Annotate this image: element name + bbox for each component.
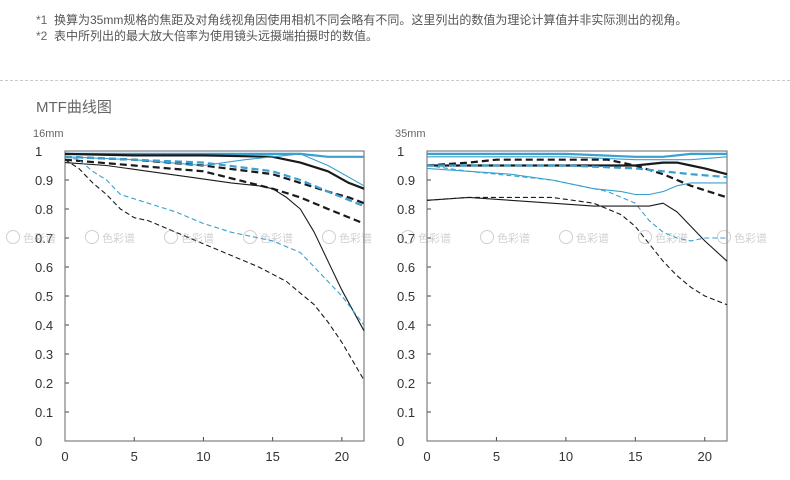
footnote-2-text: 表中所列出的最大放大倍率为使用镜头远摄端拍摄时的数值。 [54,29,379,43]
mtf-series-16mm-1 [65,152,364,158]
mtf-series-16mm-2 [64,152,365,190]
mtf-series-16mm-8 [64,156,365,326]
y-tick-label: 0.1 [397,405,415,420]
x-tick-label: 0 [61,449,68,464]
x-tick-label: 15 [628,449,642,464]
x-tick-label: 5 [131,449,138,464]
y-tick-label: 0.5 [397,289,415,304]
mtf-series-35mm-7 [426,164,727,242]
plot-frame [64,150,365,442]
y-tick-label: 0.6 [397,260,415,275]
y-tick-label: 0.2 [35,376,53,391]
y-tick-label: 0.3 [35,347,53,362]
mtf-series-35mm-8 [426,196,728,262]
plot-frame [426,150,728,442]
footnote-2-mark: *2 [36,29,48,43]
y-tick-label: 0.4 [35,318,53,333]
y-tick-label: 1 [397,144,404,159]
x-tick-label: 20 [335,449,349,464]
mtf-series-35mm-2 [427,156,728,161]
y-tick-label: 0.4 [397,318,415,333]
mtf-series-16mm-7 [64,162,365,332]
footnotes: *1 换算为35mm规格的焦距及对角线视角因使用相机不同会略有不同。这里列出的数… [36,12,766,44]
footnote-1: *1 换算为35mm规格的焦距及对角线视角因使用相机不同会略有不同。这里列出的数… [36,12,766,28]
mtf-series-35mm-6 [426,167,727,196]
y-tick-label: 0.1 [35,405,53,420]
x-tick-label: 20 [698,449,712,464]
y-tick-label: 0.8 [35,202,53,217]
mtf-series-35mm-4 [426,158,728,199]
section-divider [0,80,790,81]
mtf-series-35mm-5 [427,164,728,179]
y-tick-label: 0 [35,434,42,449]
y-tick-label: 0.9 [35,173,53,188]
y-tick-label: 0.6 [35,260,53,275]
y-tick-label: 0.9 [397,173,415,188]
x-tick-label: 0 [423,449,430,464]
y-tick-label: 0.8 [397,202,415,217]
mtf-series-16mm-5 [64,155,365,208]
chart-title-35mm: 35mm [395,128,426,140]
y-tick-label: 0.2 [397,376,415,391]
x-tick-label: 15 [265,449,279,464]
chart-title-16mm: 16mm [33,128,64,140]
y-tick-label: 0 [397,434,404,449]
mtf-section-title: MTF曲线图 [36,99,112,116]
footnote-1-text: 换算为35mm规格的焦距及对角线视角因使用相机不同会略有不同。这里列出的数值为理… [54,13,688,27]
y-tick-label: 0.3 [397,347,415,362]
y-tick-label: 0.7 [35,231,53,246]
footnote-2: *2 表中所列出的最大放大倍率为使用镜头远摄端拍摄时的数值。 [36,28,766,44]
x-tick-label: 10 [559,449,573,464]
y-tick-label: 0.5 [35,289,53,304]
mtf-series-16mm-9 [64,159,365,381]
footnote-1-mark: *1 [36,13,48,27]
mtf-series-35mm-9 [426,196,728,306]
y-tick-label: 1 [35,144,42,159]
y-tick-label: 0.7 [397,231,415,246]
mtf-series-35mm-1 [427,152,727,158]
x-tick-label: 5 [493,449,500,464]
x-tick-label: 10 [196,449,210,464]
